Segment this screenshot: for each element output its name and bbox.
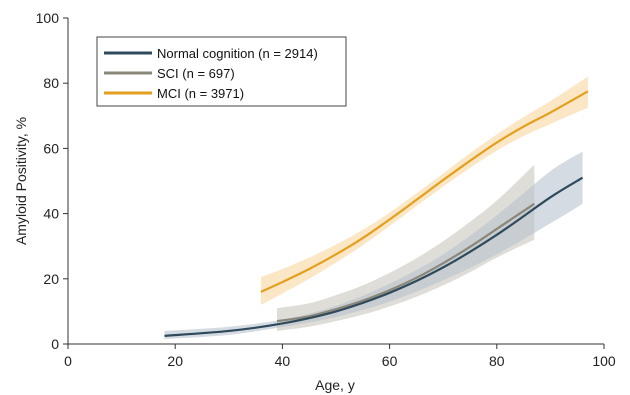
y-tick-label: 60 bbox=[43, 140, 59, 156]
y-tick-label: 0 bbox=[51, 336, 59, 352]
x-tick-label: 20 bbox=[167, 353, 183, 369]
series-lines bbox=[164, 90, 589, 337]
legend: Normal cognition (n = 2914) SCI (n = 697)… bbox=[96, 36, 347, 107]
y-tick-label: 80 bbox=[43, 75, 59, 91]
legend-label-0: Normal cognition (n = 2914) bbox=[157, 46, 318, 61]
y-tick-label: 40 bbox=[43, 206, 59, 222]
x-tick-label: 0 bbox=[64, 353, 72, 369]
confidence-bands bbox=[164, 76, 588, 340]
series-line-0 bbox=[164, 176, 584, 337]
x-tick-label: 40 bbox=[275, 353, 291, 369]
series-line-2 bbox=[260, 90, 589, 293]
legend-label-2: MCI (n = 3971) bbox=[157, 86, 244, 101]
confidence-band-0 bbox=[164, 151, 583, 340]
x-tick-label: 60 bbox=[382, 353, 398, 369]
confidence-band-2 bbox=[260, 76, 588, 305]
x-tick-label: 80 bbox=[489, 353, 505, 369]
y-tick-label: 20 bbox=[43, 271, 59, 287]
axes: 0 20 40 60 80 100 0 20 40 60 80 100 bbox=[36, 10, 616, 369]
series-line-1 bbox=[276, 202, 535, 323]
x-axis-title: Age, y bbox=[315, 377, 355, 393]
x-tick-label: 100 bbox=[592, 353, 616, 369]
y-axis-title: Amyloid Positivity, % bbox=[13, 117, 29, 245]
y-tick-label: 100 bbox=[36, 10, 60, 26]
legend-label-1: SCI (n = 697) bbox=[157, 66, 235, 81]
